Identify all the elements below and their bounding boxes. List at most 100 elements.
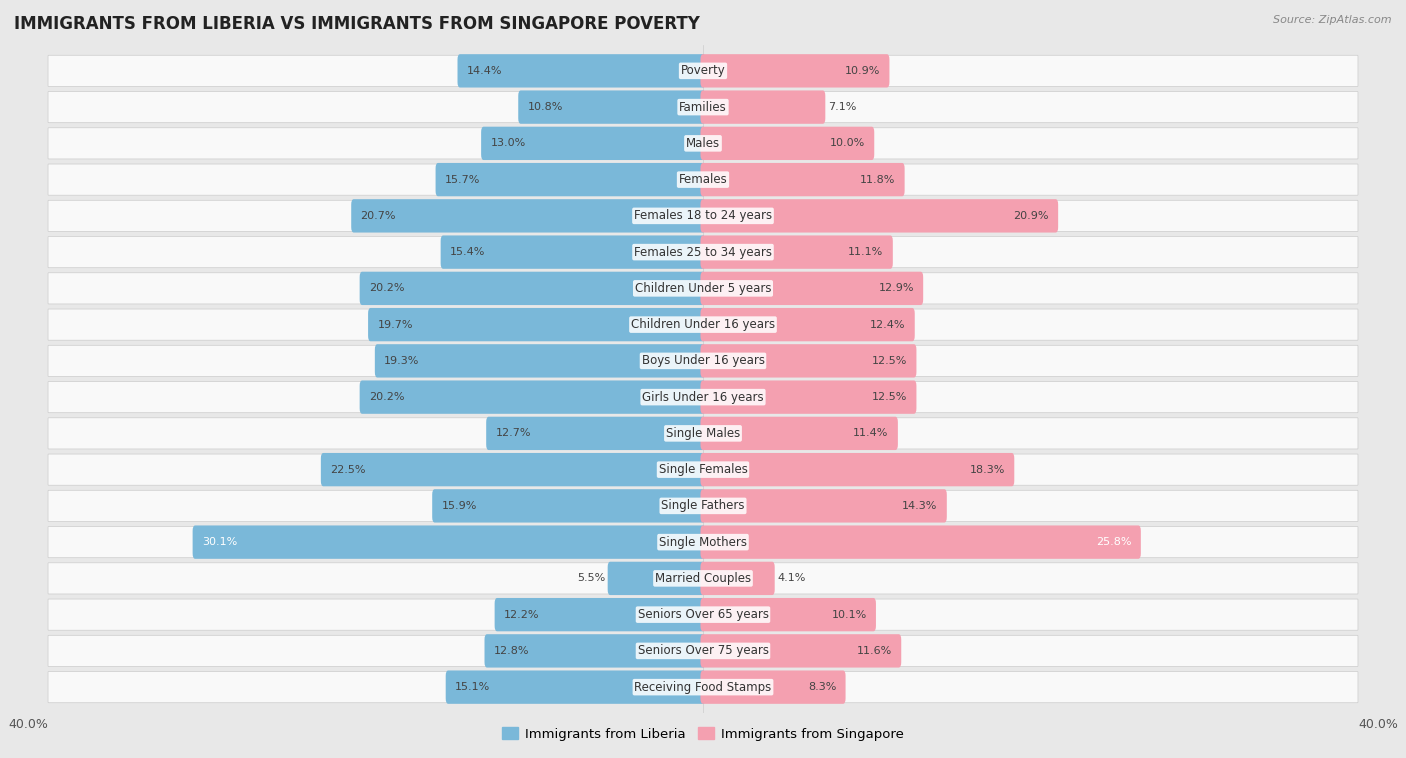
Text: 12.7%: 12.7% — [495, 428, 531, 438]
Text: Boys Under 16 years: Boys Under 16 years — [641, 355, 765, 368]
Text: Girls Under 16 years: Girls Under 16 years — [643, 390, 763, 403]
Text: 11.6%: 11.6% — [856, 646, 891, 656]
FancyBboxPatch shape — [495, 598, 706, 631]
Text: 11.1%: 11.1% — [848, 247, 883, 257]
FancyBboxPatch shape — [700, 453, 1014, 487]
Text: Males: Males — [686, 137, 720, 150]
FancyBboxPatch shape — [700, 525, 1140, 559]
FancyBboxPatch shape — [48, 418, 1358, 449]
FancyBboxPatch shape — [700, 90, 825, 124]
FancyBboxPatch shape — [48, 236, 1358, 268]
FancyBboxPatch shape — [48, 128, 1358, 159]
FancyBboxPatch shape — [700, 634, 901, 668]
FancyBboxPatch shape — [48, 672, 1358, 703]
FancyBboxPatch shape — [607, 562, 706, 595]
Text: 12.5%: 12.5% — [872, 392, 907, 402]
FancyBboxPatch shape — [700, 344, 917, 377]
Text: 20.9%: 20.9% — [1014, 211, 1049, 221]
Text: Single Males: Single Males — [666, 427, 740, 440]
FancyBboxPatch shape — [48, 490, 1358, 522]
FancyBboxPatch shape — [193, 525, 706, 559]
FancyBboxPatch shape — [48, 527, 1358, 558]
Text: 19.3%: 19.3% — [384, 356, 419, 366]
Text: 25.8%: 25.8% — [1097, 537, 1132, 547]
Text: Seniors Over 75 years: Seniors Over 75 years — [637, 644, 769, 657]
Text: 12.9%: 12.9% — [879, 283, 914, 293]
Text: 5.5%: 5.5% — [576, 573, 605, 584]
Text: Receiving Food Stamps: Receiving Food Stamps — [634, 681, 772, 694]
FancyBboxPatch shape — [375, 344, 706, 377]
FancyBboxPatch shape — [519, 90, 706, 124]
FancyBboxPatch shape — [48, 562, 1358, 594]
Text: 12.5%: 12.5% — [872, 356, 907, 366]
FancyBboxPatch shape — [360, 271, 706, 305]
FancyBboxPatch shape — [321, 453, 706, 487]
FancyBboxPatch shape — [700, 54, 890, 87]
Text: 12.8%: 12.8% — [494, 646, 529, 656]
FancyBboxPatch shape — [700, 598, 876, 631]
FancyBboxPatch shape — [440, 236, 706, 269]
FancyBboxPatch shape — [486, 417, 706, 450]
Text: 15.4%: 15.4% — [450, 247, 485, 257]
FancyBboxPatch shape — [481, 127, 706, 160]
Text: 12.2%: 12.2% — [503, 609, 540, 619]
Text: 4.1%: 4.1% — [778, 573, 806, 584]
Text: 12.4%: 12.4% — [870, 320, 905, 330]
Text: Single Mothers: Single Mothers — [659, 536, 747, 549]
Text: 20.2%: 20.2% — [368, 392, 405, 402]
Text: Married Couples: Married Couples — [655, 572, 751, 585]
Text: 30.1%: 30.1% — [202, 537, 238, 547]
Text: 19.7%: 19.7% — [377, 320, 413, 330]
FancyBboxPatch shape — [368, 308, 706, 341]
Text: Source: ZipAtlas.com: Source: ZipAtlas.com — [1274, 15, 1392, 25]
Text: 11.4%: 11.4% — [853, 428, 889, 438]
Text: 11.8%: 11.8% — [860, 174, 896, 185]
Text: Seniors Over 65 years: Seniors Over 65 years — [637, 608, 769, 621]
Text: 10.0%: 10.0% — [830, 139, 865, 149]
Text: Single Fathers: Single Fathers — [661, 500, 745, 512]
FancyBboxPatch shape — [48, 55, 1358, 86]
Text: 20.2%: 20.2% — [368, 283, 405, 293]
FancyBboxPatch shape — [48, 635, 1358, 666]
Text: Females 25 to 34 years: Females 25 to 34 years — [634, 246, 772, 258]
Text: 15.9%: 15.9% — [441, 501, 477, 511]
FancyBboxPatch shape — [700, 127, 875, 160]
FancyBboxPatch shape — [700, 308, 915, 341]
FancyBboxPatch shape — [48, 454, 1358, 485]
FancyBboxPatch shape — [700, 236, 893, 269]
Text: 13.0%: 13.0% — [491, 139, 526, 149]
FancyBboxPatch shape — [48, 92, 1358, 123]
FancyBboxPatch shape — [700, 671, 845, 704]
FancyBboxPatch shape — [700, 271, 924, 305]
FancyBboxPatch shape — [48, 200, 1358, 231]
Text: 10.8%: 10.8% — [527, 102, 562, 112]
FancyBboxPatch shape — [48, 164, 1358, 196]
FancyBboxPatch shape — [700, 163, 904, 196]
Text: 18.3%: 18.3% — [970, 465, 1005, 475]
Text: 14.4%: 14.4% — [467, 66, 502, 76]
Text: Families: Families — [679, 101, 727, 114]
Text: 14.3%: 14.3% — [903, 501, 938, 511]
Text: Females 18 to 24 years: Females 18 to 24 years — [634, 209, 772, 222]
Text: Females: Females — [679, 173, 727, 186]
FancyBboxPatch shape — [700, 199, 1059, 233]
FancyBboxPatch shape — [457, 54, 706, 87]
FancyBboxPatch shape — [485, 634, 706, 668]
FancyBboxPatch shape — [700, 562, 775, 595]
FancyBboxPatch shape — [48, 273, 1358, 304]
FancyBboxPatch shape — [352, 199, 706, 233]
Text: 7.1%: 7.1% — [828, 102, 856, 112]
FancyBboxPatch shape — [700, 381, 917, 414]
Legend: Immigrants from Liberia, Immigrants from Singapore: Immigrants from Liberia, Immigrants from… — [496, 722, 910, 746]
Text: Poverty: Poverty — [681, 64, 725, 77]
FancyBboxPatch shape — [48, 599, 1358, 630]
FancyBboxPatch shape — [700, 417, 898, 450]
FancyBboxPatch shape — [436, 163, 706, 196]
Text: 10.1%: 10.1% — [831, 609, 866, 619]
Text: 22.5%: 22.5% — [330, 465, 366, 475]
Text: Single Females: Single Females — [658, 463, 748, 476]
Text: 15.7%: 15.7% — [444, 174, 481, 185]
Text: 10.9%: 10.9% — [845, 66, 880, 76]
Text: 20.7%: 20.7% — [360, 211, 396, 221]
FancyBboxPatch shape — [48, 309, 1358, 340]
